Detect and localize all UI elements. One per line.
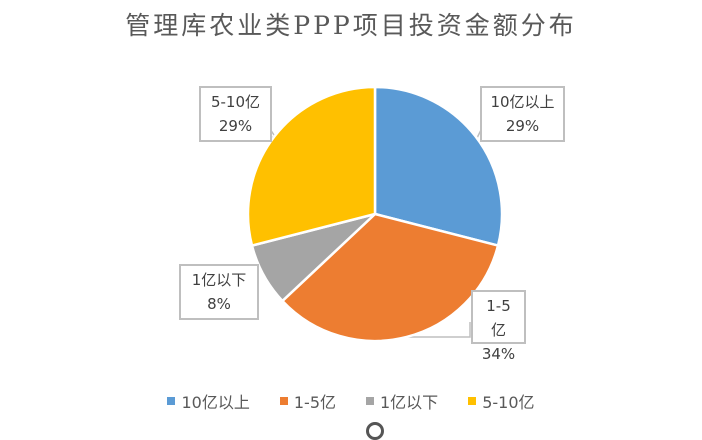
leader-line-1-5yi	[400, 322, 471, 338]
chart-title: 管理库农业类PPP项目投资金额分布	[125, 11, 577, 40]
data-label-category: 10亿以上	[490, 93, 555, 111]
data-label-category: 1亿以下	[191, 271, 247, 289]
legend-swatch-icon	[279, 397, 288, 405]
pie-slice-5-10yi[interactable]	[246, 85, 377, 247]
legend-swatch-icon	[167, 397, 176, 405]
data-label-below-1yi: 1亿以下 8%	[179, 264, 259, 320]
data-label-1-5yi: 1-5亿 34%	[471, 290, 526, 363]
legend-label: 10亿以上	[181, 393, 250, 412]
data-label-5-10yi: 5-10亿 29%	[199, 86, 272, 142]
resize-handle-icon[interactable]	[366, 422, 384, 440]
data-label-percent: 29%	[218, 117, 253, 135]
data-label-category: 1-5亿	[486, 297, 511, 339]
data-label-percent: 29%	[505, 117, 540, 135]
chart-legend: 10亿以上 1-5亿 1亿以下 5-10亿	[0, 389, 702, 413]
legend-item-5-10yi[interactable]: 5-10亿	[468, 389, 535, 413]
data-label-10yi-plus: 10亿以上 29%	[480, 86, 565, 142]
pie-chart	[246, 85, 504, 343]
legend-label: 1亿以下	[380, 393, 439, 412]
pie-slice-1-5yi[interactable]	[281, 212, 500, 343]
legend-item-1-5yi[interactable]: 1-5亿	[279, 389, 336, 413]
legend-item-10yi-plus[interactable]: 10亿以上	[167, 389, 250, 413]
legend-swatch-icon	[468, 397, 477, 405]
legend-label: 1-5亿	[293, 393, 336, 412]
data-label-category: 5-10亿	[210, 93, 261, 111]
legend-item-below-1yi[interactable]: 1亿以下	[366, 389, 438, 413]
legend-swatch-icon	[366, 397, 374, 405]
pie-slice-10yi-plus[interactable]	[373, 85, 504, 247]
legend-label: 5-10亿	[482, 393, 535, 412]
data-label-percent: 8%	[207, 295, 231, 313]
data-label-percent: 34%	[481, 345, 516, 363]
